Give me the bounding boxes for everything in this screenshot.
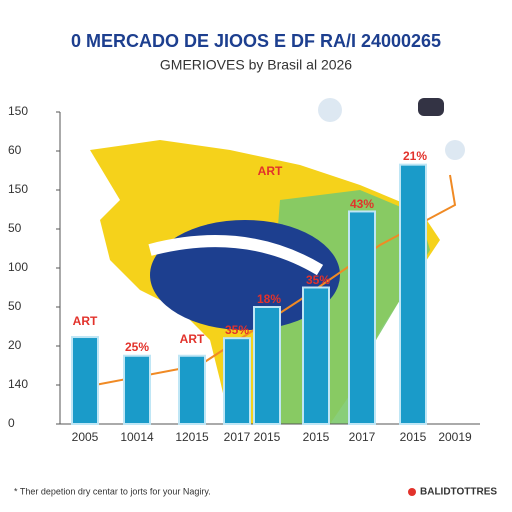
x-tick-label: 2017: [349, 430, 376, 444]
x-tick-label: 2017: [224, 430, 251, 444]
annotation: 21%: [403, 149, 427, 163]
deco: [445, 140, 465, 160]
x-tick-label: 20019: [438, 430, 472, 444]
bar: [253, 306, 281, 425]
y-tick-label: 50: [8, 299, 22, 313]
bar: [302, 286, 330, 425]
bar: [348, 210, 376, 425]
bar: [123, 354, 151, 425]
y-tick-label: 0: [8, 416, 15, 430]
annotation: ART: [73, 314, 98, 328]
chart-subtitle: GMERIOVES by Brasil al 2026: [160, 57, 352, 73]
annotation: 18%: [257, 292, 281, 306]
annotation: ART: [180, 332, 205, 346]
x-tick-label: 2015: [303, 430, 330, 444]
bar: [223, 337, 251, 426]
bar: [71, 336, 99, 425]
annotation: 43%: [350, 197, 374, 211]
vr-icon: [418, 98, 444, 116]
y-tick-label: 150: [8, 104, 28, 118]
bar: [399, 163, 427, 425]
chart-title: 0 MERCADO DE JIOOS E DF RA/I 24000265: [71, 31, 441, 51]
y-tick-label: 20: [8, 338, 22, 352]
x-tick-label: 2015: [254, 430, 281, 444]
bar: [178, 354, 206, 425]
deco: [318, 98, 342, 122]
annotation: ART: [258, 164, 283, 178]
y-tick-label: 50: [8, 221, 22, 235]
annotation: 35%: [306, 273, 330, 287]
y-tick-label: 150: [8, 182, 28, 196]
x-tick-label: 12015: [175, 430, 209, 444]
annotation: 25%: [125, 340, 149, 354]
footnote: * Ther depetion dry centar to jorts for …: [14, 486, 211, 496]
y-tick-label: 60: [8, 143, 22, 157]
y-tick-label: 100: [8, 260, 28, 274]
x-tick-label: 2005: [72, 430, 99, 444]
y-tick-label: 140: [8, 377, 28, 391]
map-band: [148, 235, 324, 276]
x-tick-label: 10014: [120, 430, 154, 444]
annotation: 35%: [225, 323, 249, 337]
x-tick-label: 2015: [400, 430, 427, 444]
source: BALIDTOTTRES: [420, 487, 497, 498]
logo: [408, 488, 416, 496]
